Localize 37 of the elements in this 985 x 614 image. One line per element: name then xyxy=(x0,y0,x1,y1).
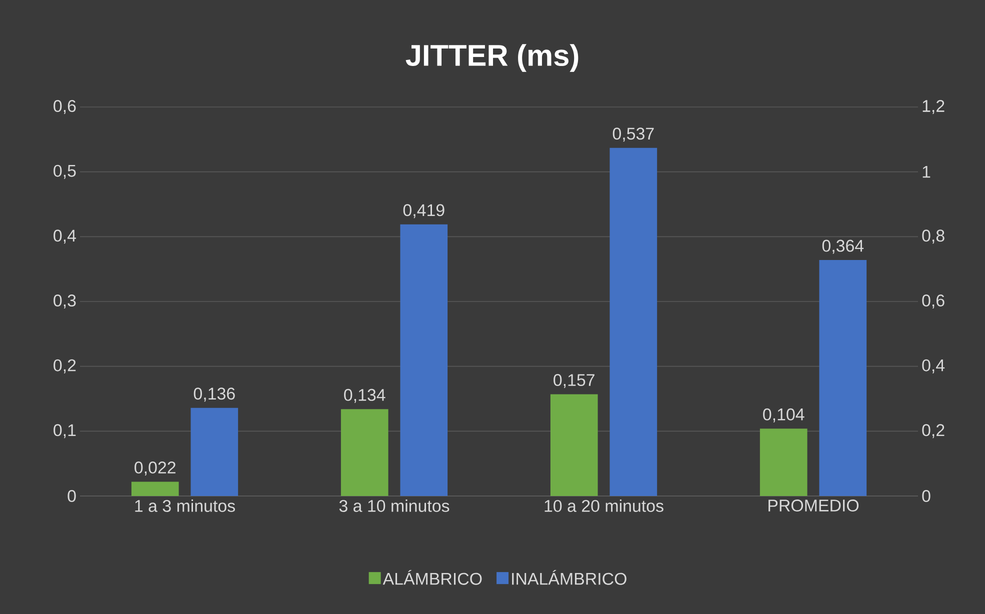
legend-label: ALÁMBRICO xyxy=(382,570,482,585)
bar xyxy=(819,260,867,496)
y-tick-label: 0,2 xyxy=(54,359,76,374)
x-tick-label: 3 a 10 minutos xyxy=(339,500,450,512)
y-tick-label: 0,4 xyxy=(54,230,76,244)
y-tick-label: 0,6 xyxy=(54,100,76,114)
data-label: 0,157 xyxy=(554,374,594,388)
y2-tick-label: 1,2 xyxy=(922,100,944,114)
data-label: 0,537 xyxy=(612,128,654,142)
chart-title: JITTER (ms) xyxy=(406,44,578,72)
y2-tick-label: 0,6 xyxy=(922,294,944,308)
x-tick-label: 10 a 20 minutos xyxy=(544,500,664,512)
y2-tick-label: 1 xyxy=(922,166,930,178)
x-tick-label: 1 a 3 minutos xyxy=(135,500,235,512)
bar xyxy=(400,224,448,496)
y2-tick-label: 0,2 xyxy=(922,424,944,438)
bar xyxy=(760,428,808,496)
data-label: 0,419 xyxy=(403,204,444,218)
bar xyxy=(550,394,598,496)
bar xyxy=(131,482,179,496)
y2-tick-label: 0,8 xyxy=(922,230,944,244)
y-tick-label: 0 xyxy=(68,490,76,502)
bar xyxy=(610,148,658,496)
y-tick-label: 0,5 xyxy=(54,164,76,179)
bar xyxy=(340,409,388,496)
y2-tick-label: 0,4 xyxy=(922,359,945,374)
data-label: 0,022 xyxy=(134,462,176,476)
y-tick-label: 0,3 xyxy=(54,294,76,308)
bar xyxy=(190,408,238,496)
y-tick-label: 0,1 xyxy=(54,424,76,438)
data-label: 0,136 xyxy=(194,388,235,402)
data-label: 0,104 xyxy=(763,408,804,422)
legend-label: INALÁMBRICO xyxy=(512,570,626,585)
data-label: 0,134 xyxy=(344,388,386,403)
x-tick-label: PROMEDIO xyxy=(768,500,859,512)
y2-tick-label: 0 xyxy=(922,490,930,502)
data-label: 0,364 xyxy=(822,240,864,254)
